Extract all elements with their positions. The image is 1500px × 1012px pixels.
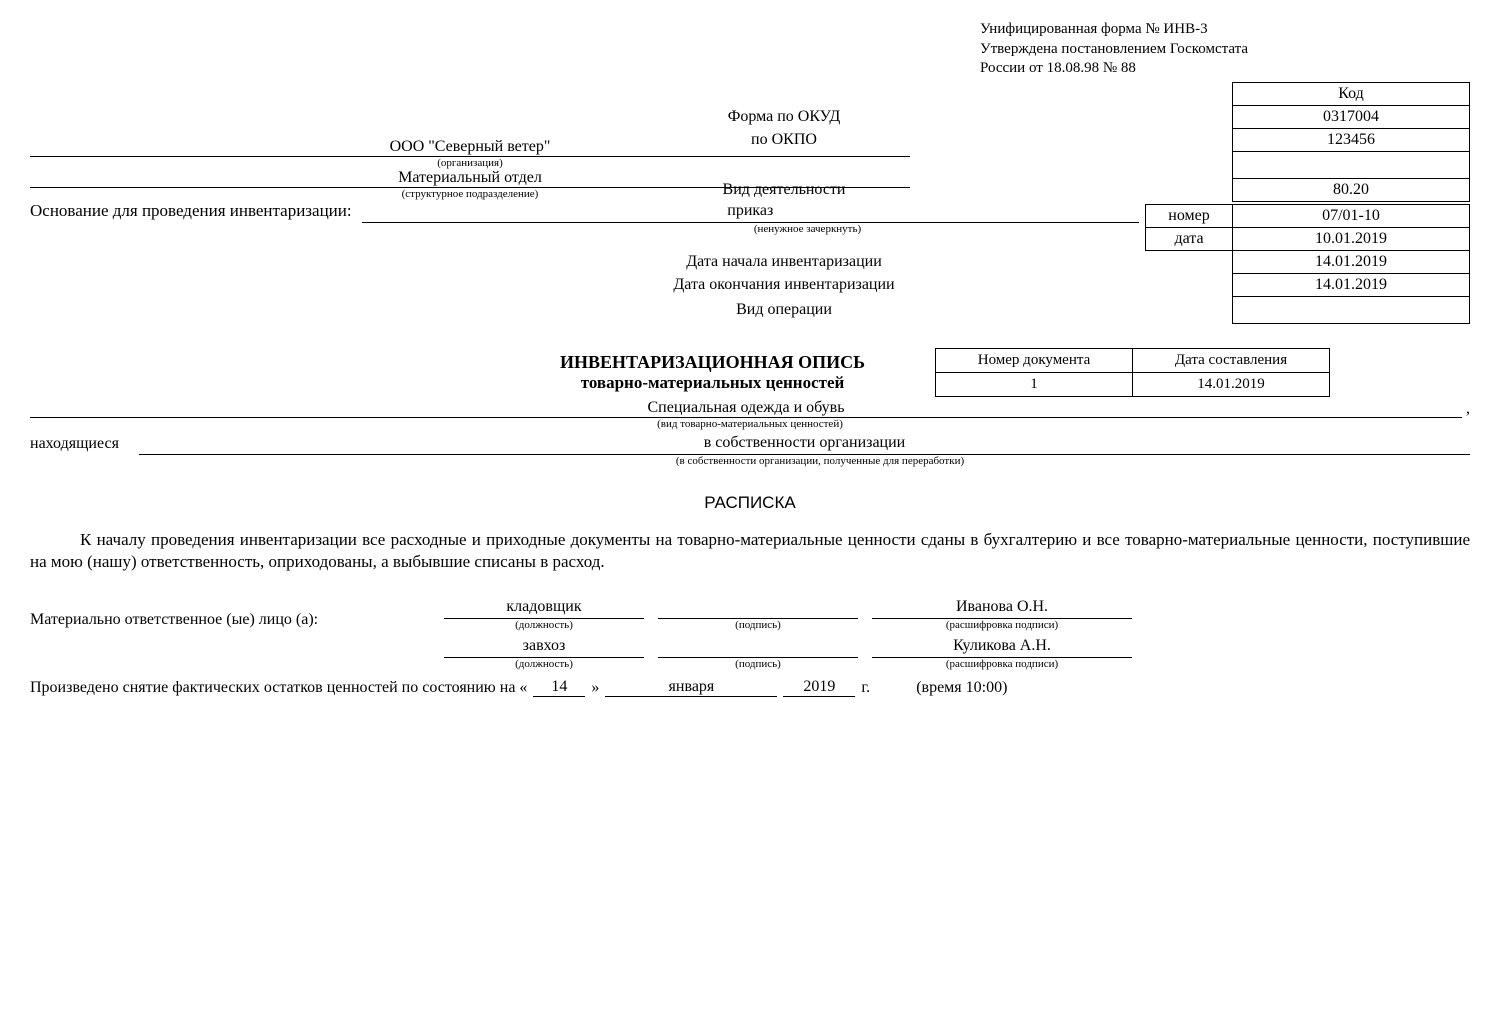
kind-sub: (вид товарно-материальных ценностей): [30, 418, 1470, 430]
org-name: ООО "Северный ветер": [30, 138, 910, 157]
doc-title-1: ИНВЕНТАРИЗАЦИОННАЯ ОПИСЬ: [500, 352, 925, 373]
basis-num-table: номер 07/01-10 дата 10.01.2019: [1145, 204, 1470, 251]
inv-dates-table: Дата начала инвентаризации 14.01.2019 Да…: [336, 250, 1470, 324]
actual-date-row: Произведено снятие фактических остатков …: [30, 678, 1470, 697]
resp-sign-sub-1: (подпись): [658, 658, 858, 670]
header-line1: Унифицированная форма № ИНВ-3: [980, 20, 1470, 40]
receipt-body: К началу проведения инвентаризации все р…: [30, 529, 1470, 575]
resp-name-0: Иванова О.Н.: [872, 598, 1132, 619]
basis-sub: (ненужное зачеркнуть): [470, 223, 1145, 235]
actual-text: Произведено снятие фактических остатков …: [30, 679, 527, 697]
doc-num-header: Номер документа: [936, 348, 1133, 372]
end-label: Дата окончания инвентаризации: [336, 273, 1233, 296]
kind-value: Специальная одежда и обувь: [30, 399, 1462, 418]
basis-value: приказ: [362, 202, 1139, 223]
org-name-sub: (организация): [30, 157, 910, 169]
date-value: 10.01.2019: [1233, 227, 1470, 250]
doc-number-table: Номер документа Дата составления 1 14.01…: [935, 348, 1330, 397]
resp-name-1: Куликова А.Н.: [872, 637, 1132, 658]
resp-label: Материально ответственное (ые) лицо (а):: [30, 611, 430, 631]
header-line3: России от 18.08.98 № 88: [980, 59, 1470, 79]
doc-date-value: 14.01.2019: [1133, 372, 1330, 396]
resp-pos-0: кладовщик: [444, 598, 644, 619]
blank-value: [1233, 151, 1470, 178]
resp-sign-sub-0: (подпись): [658, 619, 858, 631]
doc-num-value: 1: [936, 372, 1133, 396]
activity-value: 80.20: [1233, 178, 1470, 201]
number-label: номер: [1146, 204, 1233, 227]
doc-date-header: Дата составления: [1133, 348, 1330, 372]
own-label: находящиеся: [30, 435, 119, 455]
actual-day: 14: [533, 678, 585, 697]
form-approval-header: Унифицированная форма № ИНВ-3 Утверждена…: [980, 20, 1470, 79]
date-label: дата: [1146, 227, 1233, 250]
organization-block: ООО "Северный ветер" (организация) Матер…: [30, 138, 910, 200]
org-dept-sub: (структурное подразделение): [30, 188, 910, 200]
end-value: 14.01.2019: [1233, 273, 1470, 296]
resp-pos-sub-1: (должность): [444, 658, 644, 670]
number-value: 07/01-10: [1233, 204, 1470, 227]
okpo-value: 123456: [1233, 128, 1470, 151]
oper-label: Вид операции: [336, 296, 1233, 323]
resp-pos-1: завхоз: [444, 637, 644, 658]
actual-month: января: [605, 678, 777, 697]
own-value: в собственности организации: [139, 434, 1470, 455]
start-label: Дата начала инвентаризации: [336, 250, 1233, 273]
receipt-title: РАСПИСКА: [30, 493, 1470, 513]
actual-year: 2019: [783, 678, 855, 697]
org-dept: Материальный отдел: [30, 169, 910, 188]
resp-pos-sub-0: (должность): [444, 619, 644, 631]
header-line2: Утверждена постановлением Госкомстата: [980, 40, 1470, 60]
actual-year-suffix: г.: [861, 679, 870, 697]
kind-comma: ,: [1462, 400, 1470, 418]
actual-time: (время 10:00): [916, 679, 1007, 697]
basis-label: Основание для проведения инвентаризации:: [30, 201, 352, 223]
resp-name-sub-1: (расшифровка подписи): [872, 658, 1132, 670]
okud-value: 0317004: [1233, 105, 1470, 128]
doc-title: ИНВЕНТАРИЗАЦИОННАЯ ОПИСЬ товарно-материа…: [500, 352, 925, 393]
actual-close-q: »: [591, 679, 599, 697]
start-value: 14.01.2019: [1233, 250, 1470, 273]
resp-sign-1: [658, 637, 858, 658]
oper-value: [1233, 296, 1470, 323]
okud-label: Форма по ОКУД: [336, 105, 1233, 128]
code-header: Код: [1233, 82, 1470, 105]
resp-name-sub-0: (расшифровка подписи): [872, 619, 1132, 631]
resp-sign-0: [658, 598, 858, 619]
receipt-text: К началу проведения инвентаризации все р…: [30, 530, 1470, 572]
doc-title-2: товарно-материальных ценностей: [500, 373, 925, 393]
own-sub: (в собственности организации, полученные…: [170, 455, 1470, 467]
